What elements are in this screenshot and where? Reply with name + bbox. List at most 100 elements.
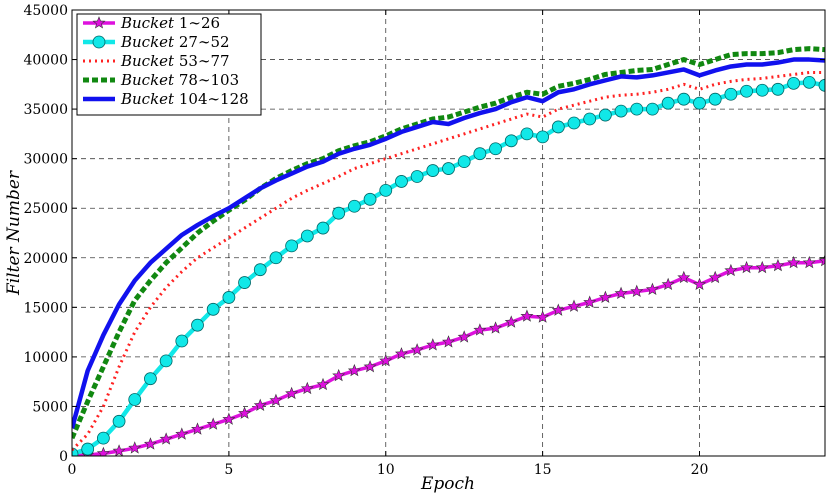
data-point <box>520 127 534 141</box>
data-point <box>598 108 612 122</box>
legend-label: Bucket 104∼128 <box>120 90 249 108</box>
y-axis-label: Filter Number <box>4 170 24 296</box>
data-point <box>708 92 722 106</box>
x-tick-label: 10 <box>377 462 395 478</box>
data-point <box>191 318 204 332</box>
x-tick-label: 5 <box>224 462 233 478</box>
data-point <box>143 437 157 450</box>
data-point <box>489 321 503 334</box>
data-point <box>630 102 644 116</box>
data-point <box>442 335 455 348</box>
data-point <box>332 368 346 382</box>
data-point <box>567 299 581 312</box>
data-point <box>253 263 267 277</box>
data-point <box>802 75 816 89</box>
data-point <box>771 82 785 96</box>
data-point <box>614 104 628 118</box>
data-point <box>144 372 157 386</box>
data-point <box>394 347 408 360</box>
data-point <box>740 260 754 274</box>
data-point <box>583 112 597 126</box>
data-point <box>96 446 110 456</box>
x-tick-label: 15 <box>534 462 552 478</box>
data-point <box>128 393 142 406</box>
data-point <box>128 441 142 454</box>
data-point <box>363 359 377 373</box>
data-point <box>347 363 361 377</box>
data-point <box>206 417 220 430</box>
data-point <box>363 192 377 206</box>
data-point <box>693 96 706 110</box>
data-point <box>191 422 204 435</box>
series-line <box>72 57 825 429</box>
data-point <box>379 183 393 197</box>
data-point <box>755 83 769 97</box>
data-point <box>724 87 738 101</box>
data-point <box>583 295 597 308</box>
legend-label: Bucket 27∼52 <box>120 33 230 51</box>
data-point <box>175 427 189 440</box>
y-tick-label: 10000 <box>23 350 68 366</box>
data-point <box>520 309 534 322</box>
data-point <box>222 412 236 425</box>
data-point <box>473 323 487 336</box>
data-point <box>504 315 518 328</box>
data-point <box>285 386 299 400</box>
legend-label: Bucket 1∼26 <box>120 14 220 32</box>
data-point <box>771 258 785 272</box>
y-tick-label: 0 <box>59 449 68 465</box>
series-line <box>72 46 825 440</box>
data-point <box>473 147 487 161</box>
data-point <box>332 206 346 220</box>
data-point <box>802 255 816 269</box>
legend-label: Bucket 78∼103 <box>120 71 239 89</box>
legend-marker <box>92 35 106 49</box>
data-point <box>677 270 691 284</box>
data-point <box>379 354 393 367</box>
data-point <box>661 277 675 291</box>
series-1 <box>72 253 825 456</box>
axis-ticks: 0 5 10 15 20 0 5000 10000 15000 20000 25000 30000 35… <box>23 3 825 478</box>
y-tick-label: 25000 <box>23 201 68 217</box>
data-point <box>818 253 825 267</box>
series-2 <box>72 75 825 456</box>
data-point <box>426 164 440 177</box>
data-point <box>551 120 565 134</box>
y-tick-label: 35000 <box>23 102 68 118</box>
data-point <box>818 78 825 92</box>
data-point <box>677 92 691 106</box>
data-point <box>536 130 550 144</box>
data-point <box>442 162 455 175</box>
data-point <box>740 84 753 98</box>
data-point <box>457 155 471 169</box>
data-point <box>630 284 644 297</box>
data-point <box>81 442 95 456</box>
y-tick-label: 5000 <box>32 399 68 415</box>
x-tick-label: 20 <box>691 462 709 478</box>
data-point <box>316 377 330 391</box>
data-point <box>238 276 251 289</box>
data-point <box>755 260 769 274</box>
y-tick-label: 15000 <box>23 300 68 316</box>
series-4 <box>72 46 825 440</box>
series-layer <box>72 46 825 456</box>
data-point <box>206 302 220 316</box>
legend-marker <box>92 16 106 29</box>
data-point <box>300 229 314 243</box>
data-point <box>646 102 659 116</box>
data-point <box>159 432 173 445</box>
data-point <box>300 381 314 395</box>
data-point <box>787 255 801 269</box>
data-point <box>410 343 424 356</box>
legend-label: Bucket 53∼77 <box>120 52 230 70</box>
data-point <box>112 414 126 428</box>
data-point <box>504 134 518 148</box>
data-point <box>551 303 565 316</box>
data-point <box>693 277 706 291</box>
data-point <box>536 310 550 323</box>
x-axis-label: Epoch <box>420 474 475 494</box>
data-point <box>708 270 722 284</box>
data-point <box>159 354 173 368</box>
